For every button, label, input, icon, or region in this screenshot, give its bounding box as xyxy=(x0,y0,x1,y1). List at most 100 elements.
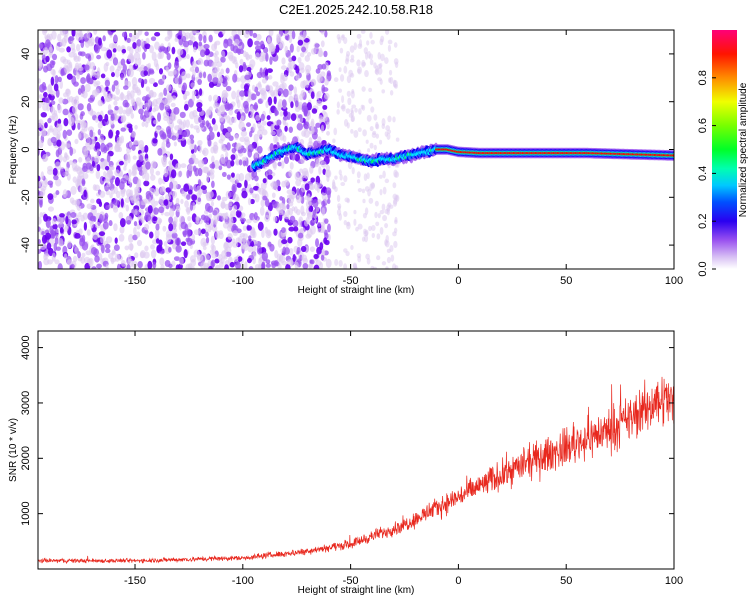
noise-dot xyxy=(77,55,81,62)
noise-dot xyxy=(309,259,315,265)
noise-dot xyxy=(339,174,343,181)
noise-dot xyxy=(233,256,239,263)
noise-dot xyxy=(47,83,53,92)
noise-dot xyxy=(169,208,175,218)
noise-dot xyxy=(74,232,81,239)
noise-dot xyxy=(126,45,131,52)
noise-dot xyxy=(152,138,158,144)
noise-dot xyxy=(281,99,287,108)
noise-dot xyxy=(226,142,231,151)
noise-dot xyxy=(145,161,151,170)
noise-dot xyxy=(341,103,346,112)
noise-dot xyxy=(205,236,210,244)
noise-dot xyxy=(353,130,359,138)
noise-dot xyxy=(155,238,160,244)
noise-dot xyxy=(148,92,154,98)
noise-dot xyxy=(283,109,288,117)
noise-dot xyxy=(325,187,332,196)
noise-dot xyxy=(334,258,339,266)
noise-dot xyxy=(138,102,144,110)
noise-dot xyxy=(62,189,68,198)
noise-dot xyxy=(394,216,398,223)
noise-dot xyxy=(321,84,326,94)
noise-dot xyxy=(175,205,181,212)
noise-dot xyxy=(282,88,289,98)
noise-dot xyxy=(183,248,188,259)
noise-dot xyxy=(309,246,316,252)
noise-dot xyxy=(371,233,376,239)
noise-dot xyxy=(187,138,192,145)
colorbar-ticks: 0.0 0.2 0.4 0.6 0.8 xyxy=(697,70,716,277)
noise-dot xyxy=(54,237,59,245)
noise-dot xyxy=(38,216,42,225)
noise-dot xyxy=(144,223,150,231)
noise-dot xyxy=(301,46,307,53)
noise-dot xyxy=(175,162,182,170)
noise-dot xyxy=(90,198,95,204)
noise-dot xyxy=(198,88,203,96)
noise-dot xyxy=(207,137,212,147)
noise-dot xyxy=(119,217,126,228)
noise-dot xyxy=(108,220,113,227)
noise-dot xyxy=(171,135,177,141)
noise-dot xyxy=(325,169,331,178)
x-tick-label: 50 xyxy=(560,575,572,587)
noise-dot xyxy=(172,69,177,75)
noise-dot xyxy=(317,64,323,70)
noise-dot xyxy=(369,59,374,66)
noise-dot xyxy=(188,32,194,40)
noise-dot xyxy=(132,42,137,50)
noise-dot xyxy=(221,157,226,165)
noise-dot xyxy=(136,239,143,247)
noise-dot xyxy=(235,142,242,150)
noise-dot xyxy=(114,253,121,262)
noise-dot xyxy=(240,212,246,218)
noise-dot xyxy=(379,226,384,235)
noise-dot xyxy=(311,108,318,114)
noise-dot xyxy=(351,104,357,109)
noise-dot xyxy=(83,221,88,231)
noise-dot xyxy=(119,93,125,101)
noise-dot xyxy=(126,264,131,269)
noise-dot xyxy=(109,193,113,199)
noise-dot xyxy=(259,40,265,49)
noise-dot xyxy=(79,33,84,38)
noise-dot xyxy=(269,143,274,152)
noise-dot xyxy=(60,68,65,77)
noise-dot xyxy=(208,265,213,269)
noise-dot xyxy=(265,52,269,62)
noise-dot xyxy=(288,196,295,204)
noise-dot xyxy=(221,196,228,202)
noise-dot xyxy=(51,252,56,262)
noise-dot xyxy=(80,111,85,117)
y-tick-label: 4000 xyxy=(20,335,32,359)
noise-dot xyxy=(143,70,148,77)
noise-dot xyxy=(83,189,87,198)
noise-dot xyxy=(103,171,107,178)
noise-dot xyxy=(154,31,161,37)
noise-dot xyxy=(141,121,146,127)
noise-dot xyxy=(77,132,82,140)
noise-dot xyxy=(375,221,380,227)
noise-dot xyxy=(374,211,378,219)
noise-dot xyxy=(134,252,139,259)
noise-dot xyxy=(236,89,241,98)
noise-dot xyxy=(228,109,234,116)
noise-dot xyxy=(315,68,321,74)
noise-dot xyxy=(150,160,157,169)
noise-dot xyxy=(99,190,106,198)
noise-dot xyxy=(357,223,363,230)
noise-dot xyxy=(310,48,317,55)
noise-dot xyxy=(237,30,243,36)
noise-dot xyxy=(343,175,348,183)
noise-dot xyxy=(215,105,221,113)
noise-dot xyxy=(316,100,323,106)
noise-dot xyxy=(197,57,204,66)
noise-dot xyxy=(118,106,124,115)
noise-dot xyxy=(362,198,366,204)
noise-dot xyxy=(51,217,57,225)
noise-dot xyxy=(158,206,165,214)
noise-dot xyxy=(392,116,396,123)
noise-dot xyxy=(40,112,47,118)
noise-dot xyxy=(212,94,219,102)
